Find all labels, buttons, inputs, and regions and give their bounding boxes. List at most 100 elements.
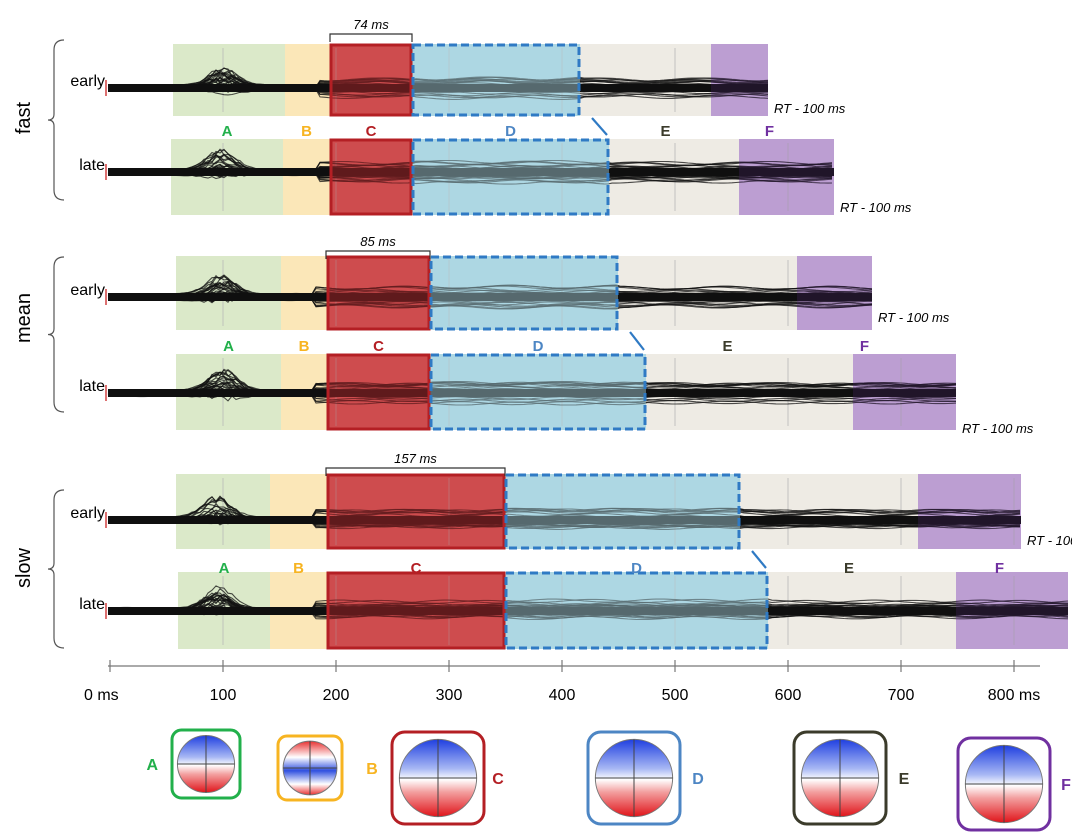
group-label-slow: slow	[13, 547, 35, 588]
band-F-tint	[853, 354, 956, 430]
row-mean-late: late RT - 100 ms	[79, 353, 1034, 436]
band-F-tint	[739, 139, 834, 215]
eeg-trace	[107, 149, 833, 173]
phase-letter-E: E	[844, 560, 854, 577]
trace-core	[108, 168, 834, 176]
row-fast-early: early RT - 100 ms	[70, 43, 846, 117]
time-axis: 0 ms 100 200 300 400 500 600 700 800 ms	[84, 660, 1040, 704]
duration-bracket	[325, 467, 506, 476]
phase-letter-D: D	[631, 560, 642, 577]
phase-letter-E: E	[722, 338, 732, 355]
band-D-tint	[505, 572, 768, 649]
row-label-early: early	[70, 505, 105, 522]
phase-letter-C: C	[373, 338, 384, 355]
duration-label: 157 ms	[394, 451, 437, 466]
phase-D-box	[429, 255, 619, 331]
topomap-label-B: B	[366, 761, 378, 778]
axis-tick-label: 200	[323, 687, 350, 704]
phase-letter-C: C	[411, 560, 422, 577]
band-D-tint	[505, 474, 740, 549]
row-label-late: late	[79, 596, 105, 613]
duration-bracket	[325, 250, 431, 259]
axis-tick-label: 300	[436, 687, 463, 704]
phase-letter-F: F	[860, 338, 869, 355]
band-C-tint	[330, 44, 412, 116]
duration-bracket	[329, 33, 413, 42]
band-C-tint	[327, 354, 430, 430]
band-D-tint	[412, 139, 609, 215]
axis-tick-label: 100	[210, 687, 237, 704]
topomap-label-C: C	[492, 771, 504, 788]
trace-core	[108, 516, 1021, 524]
topomap-A: A	[146, 728, 242, 800]
phase-letter-A: A	[219, 560, 230, 577]
axis-tick-label: 0 ms	[84, 687, 119, 704]
phase-letter-B: B	[301, 123, 312, 140]
duration-label: 85 ms	[360, 234, 396, 249]
band-F-tint	[918, 474, 1021, 549]
axis-tick-label: 700	[888, 687, 915, 704]
phase-letter-B: B	[299, 338, 310, 355]
row-label-late: late	[79, 378, 105, 395]
band-F-tint	[797, 256, 872, 330]
axis-tick-label: 500	[662, 687, 689, 704]
phase-C-box	[326, 353, 431, 431]
eeg-trace	[107, 70, 769, 89]
rt-label: RT - 100 ms	[962, 421, 1034, 436]
band-B	[285, 44, 330, 116]
trace-core	[108, 607, 1068, 615]
topomap-label-D: D	[692, 771, 704, 788]
phase-letter-E: E	[660, 123, 670, 140]
phase-D-connector	[751, 550, 767, 569]
row-mean-early: early RT - 100 ms	[70, 255, 950, 331]
group-label-fast: fast	[13, 101, 35, 134]
phase-D-box	[411, 138, 610, 216]
topomap-B: B	[276, 734, 378, 802]
band-A	[171, 139, 283, 215]
row-label-early: early	[70, 73, 105, 90]
phase-D-box	[504, 473, 741, 550]
duration-label: 74 ms	[353, 17, 389, 32]
axis-tick-label: 800 ms	[988, 687, 1040, 704]
row-slow-early: early RT - 100 ms	[70, 473, 1072, 550]
row-fast-late: late RT - 100 ms	[79, 138, 912, 216]
eeg-trace	[107, 392, 957, 406]
band-D-tint	[412, 44, 580, 116]
group-brace	[47, 489, 65, 649]
phase-C-box	[329, 43, 413, 117]
phase-C-box	[326, 571, 506, 650]
band-D-tint	[430, 354, 646, 430]
eeg-trace	[107, 274, 873, 298]
phase-letter-D: D	[533, 338, 544, 355]
phase-C-box	[329, 138, 413, 216]
phase-C-box	[326, 473, 506, 550]
phase-D-connector	[629, 331, 645, 351]
phase-letter-A: A	[223, 338, 234, 355]
eeg-trace	[107, 377, 956, 394]
topomap-label-E: E	[899, 771, 910, 788]
band-C-tint	[327, 572, 505, 649]
axis-tick-label: 400	[549, 687, 576, 704]
band-D-tint	[430, 256, 618, 330]
rt-label: RT - 100 ms	[878, 310, 950, 325]
topomap-D: D	[586, 730, 704, 826]
band-C-tint	[327, 256, 430, 330]
phase-letter-C: C	[366, 123, 377, 140]
axis-tick-label: 600	[775, 687, 802, 704]
phase-letter-D: D	[505, 123, 516, 140]
topomap-label-F: F	[1061, 777, 1071, 794]
rt-label: RT - 100 ms	[840, 200, 912, 215]
phase-letter-F: F	[995, 560, 1004, 577]
rt-label: RT - 100 ms	[774, 101, 846, 116]
group-brace	[47, 39, 65, 201]
topomap-F: F	[956, 736, 1071, 832]
group-label-mean: mean	[13, 293, 35, 343]
band-C-tint	[327, 474, 505, 549]
rt-label: RT - 100 ms	[1027, 533, 1072, 548]
row-label-late: late	[79, 157, 105, 174]
eeg-trace	[107, 67, 769, 89]
phase-letter-B: B	[293, 560, 304, 577]
topomap-C: C	[390, 730, 504, 826]
